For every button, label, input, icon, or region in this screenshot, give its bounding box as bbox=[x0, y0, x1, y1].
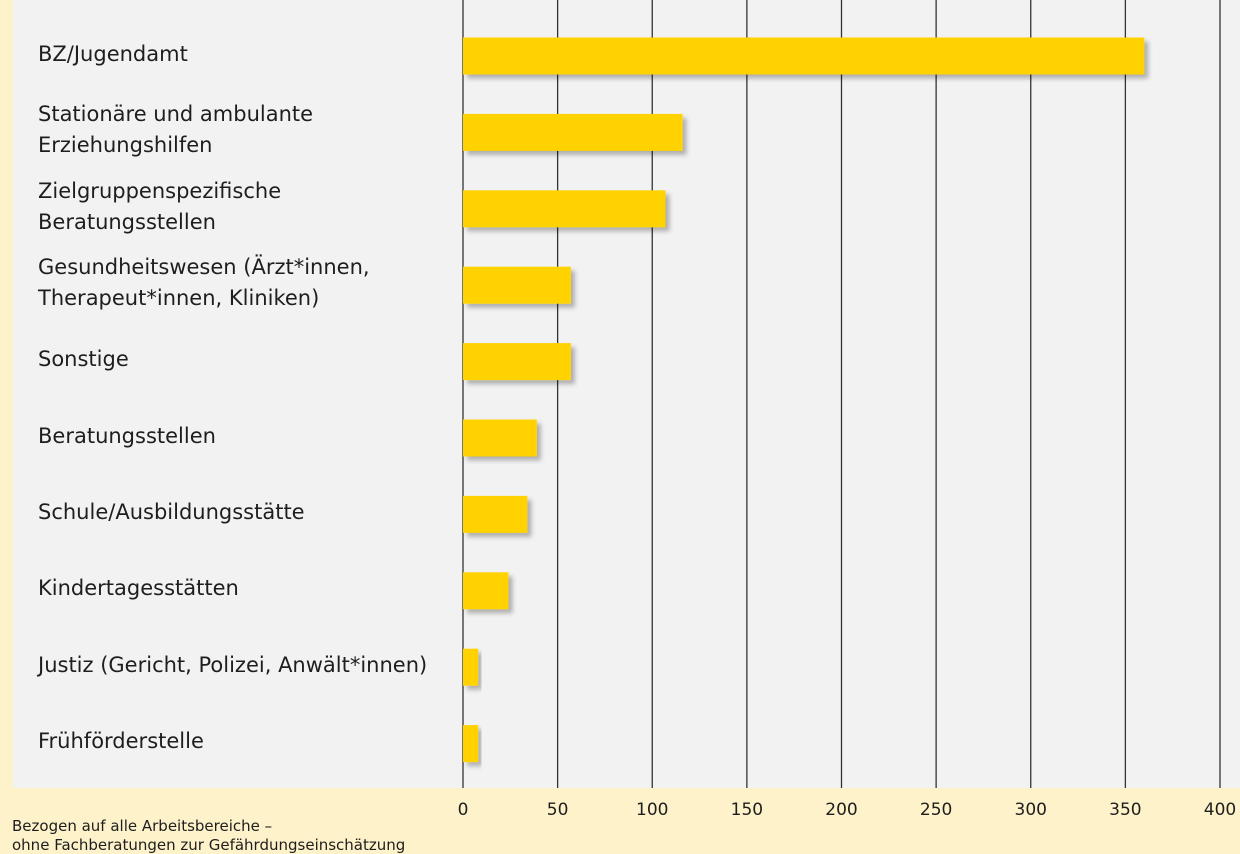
category-label: Stationäre und ambulante Erziehungshilfe… bbox=[38, 102, 314, 158]
bars bbox=[463, 37, 1145, 763]
bar-3 bbox=[463, 266, 571, 304]
category-label: Zielgruppenspezifische Beratungsstellen bbox=[38, 178, 282, 234]
bar-8 bbox=[463, 648, 479, 686]
bar-5 bbox=[463, 419, 537, 457]
bar-2 bbox=[463, 190, 666, 228]
x-tick-label: 100 bbox=[636, 800, 669, 820]
x-tick-label: 400 bbox=[1203, 800, 1237, 820]
x-tick-label: 350 bbox=[1109, 800, 1142, 820]
bar-1 bbox=[463, 113, 683, 151]
category-label: Kindertagesstätten bbox=[38, 576, 239, 601]
category-label: Frühförderstelle bbox=[38, 729, 204, 754]
category-label: Beratungsstellen bbox=[38, 423, 216, 448]
footnote-line-2: ohne Fachberatungen zur Gefährdungseinsc… bbox=[12, 836, 406, 854]
x-tick-label: 0 bbox=[457, 800, 469, 820]
category-label: BZ/Jugendamt bbox=[38, 41, 188, 66]
x-tick-label: 150 bbox=[730, 800, 764, 820]
bar-0 bbox=[463, 37, 1145, 75]
category-label: Gesundheitswesen (Ärzt*innen, Therapeut*… bbox=[38, 255, 370, 311]
x-tick-label: 200 bbox=[825, 800, 858, 820]
bar-6 bbox=[463, 495, 528, 533]
footnote-line-1: Bezogen auf alle Arbeitsbereiche – bbox=[12, 817, 273, 835]
bar-9 bbox=[463, 725, 479, 763]
x-tick-label: 50 bbox=[546, 800, 569, 820]
category-label: Schule/Ausbildungsstätte bbox=[38, 499, 305, 524]
bar-7 bbox=[463, 572, 509, 610]
bar-4 bbox=[463, 343, 571, 381]
x-tick-label: 250 bbox=[919, 800, 953, 820]
category-label: Justiz (Gericht, Polizei, Anwält*innen) bbox=[38, 652, 428, 677]
x-tick-label: 300 bbox=[1014, 800, 1047, 820]
category-label: Sonstige bbox=[38, 347, 129, 372]
